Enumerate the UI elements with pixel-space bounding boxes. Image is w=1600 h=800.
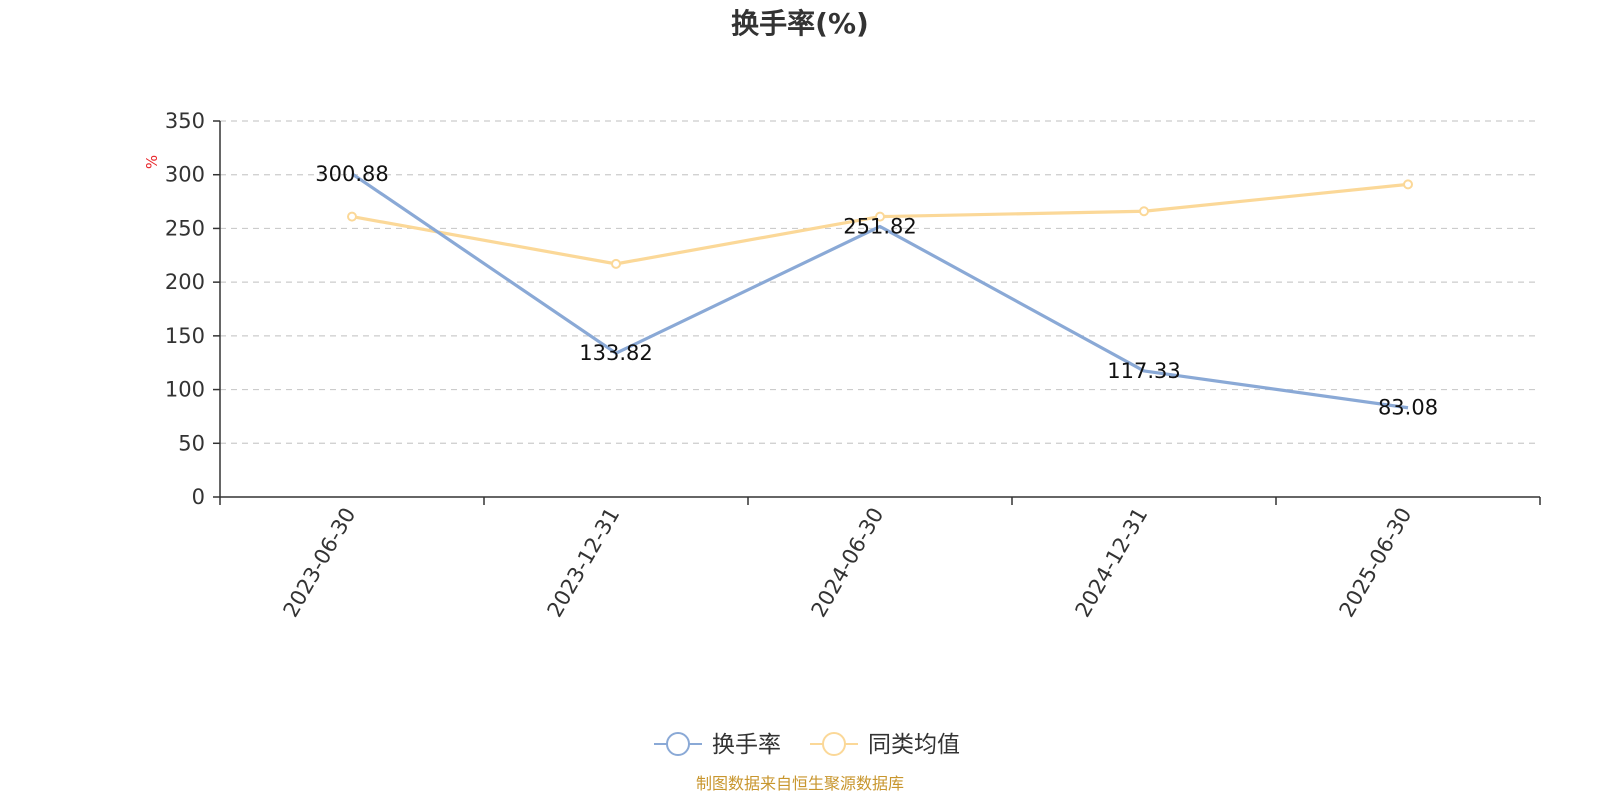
- y-tick-label: 100: [165, 378, 205, 402]
- series-point-1: [347, 211, 357, 222]
- x-tick-label: 2025-06-30: [1335, 504, 1417, 622]
- legend-item-1[interactable]: 同类均值: [810, 732, 960, 758]
- data-label: 117.33: [1107, 359, 1180, 383]
- series-point-1: [1139, 206, 1149, 217]
- legend-marker: [822, 732, 846, 756]
- x-tick-label: 2023-12-31: [543, 504, 625, 622]
- series-point-1: [1403, 179, 1413, 190]
- legend-marker: [666, 732, 690, 756]
- data-labels: 300.88 133.82 251.82 117.33 83.08: [315, 162, 1438, 420]
- x-tick-label: 2024-06-30: [807, 504, 889, 622]
- x-tick-label: 2024-12-31: [1071, 504, 1153, 622]
- series-line-0: [351, 172, 1409, 410]
- y-tick-label: 0: [192, 485, 205, 509]
- legend-label: 换手率: [712, 732, 781, 758]
- y-tick-label: 300: [165, 163, 205, 187]
- y-tick-label: 200: [165, 270, 205, 294]
- legend[interactable]: 换手率 同类均值: [654, 732, 960, 758]
- series-point-1: [875, 211, 885, 222]
- y-tick-label: 250: [165, 216, 205, 240]
- data-label: 83.08: [1378, 396, 1438, 420]
- y-tick-label: 150: [165, 324, 205, 348]
- y-tick-label: 350: [165, 109, 205, 133]
- data-label: 133.82: [579, 341, 652, 365]
- y-axis-unit: %: [143, 155, 161, 169]
- legend-item-0[interactable]: 换手率: [654, 732, 781, 758]
- y-tick-label: 50: [178, 431, 205, 455]
- x-tick-label: 2023-06-30: [279, 504, 361, 622]
- grid-lines: [220, 120, 1540, 444]
- legend-label: 同类均值: [868, 732, 960, 758]
- data-label: 300.88: [315, 162, 388, 186]
- source-note: 制图数据来自恒生聚源数据库: [696, 774, 904, 793]
- series-point-1: [611, 258, 621, 269]
- chart-title: 换手率(%): [731, 7, 869, 40]
- data-label: 251.82: [843, 214, 916, 238]
- series-lines: [347, 172, 1413, 410]
